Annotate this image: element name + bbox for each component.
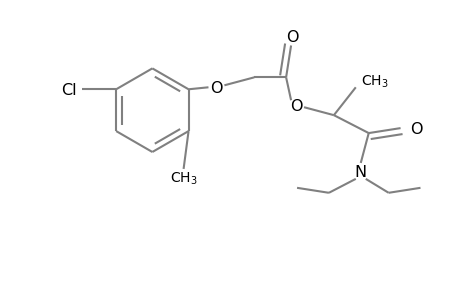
Text: CH$_3$: CH$_3$ [169, 171, 197, 187]
Text: O: O [289, 99, 302, 114]
Text: O: O [409, 122, 422, 137]
Text: O: O [285, 29, 298, 44]
Text: O: O [210, 81, 222, 96]
Text: CH$_3$: CH$_3$ [360, 73, 387, 90]
Text: N: N [354, 165, 366, 180]
Text: Cl: Cl [61, 83, 76, 98]
